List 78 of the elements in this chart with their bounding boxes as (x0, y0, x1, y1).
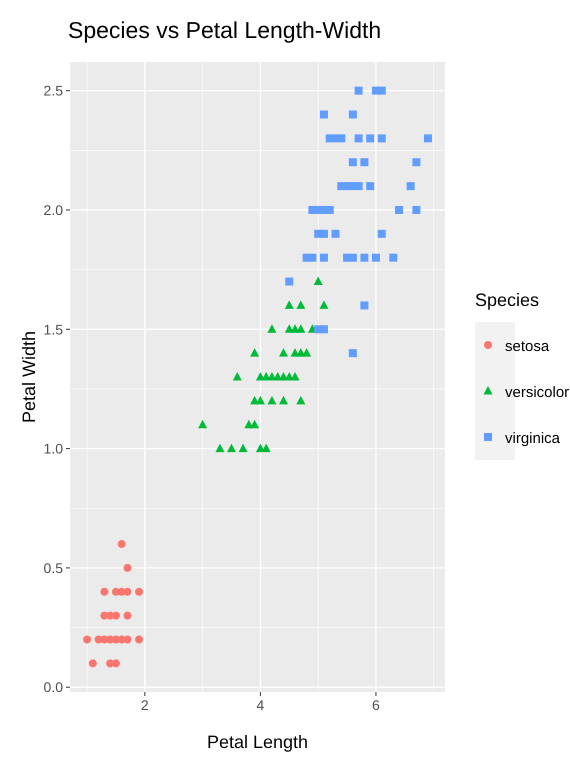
point (337, 134, 346, 142)
point (337, 182, 346, 190)
point (320, 325, 328, 334)
point (378, 230, 386, 238)
point (378, 86, 386, 95)
point (250, 348, 260, 357)
point (302, 254, 311, 262)
point (412, 158, 420, 166)
y-tick-label: 2.5 (44, 82, 64, 99)
x-tick-label: 6 (372, 697, 380, 713)
point (366, 134, 374, 142)
point (424, 134, 432, 142)
y-tick-label: 0.5 (44, 560, 64, 576)
point (320, 110, 328, 118)
point (123, 612, 132, 620)
point (314, 230, 322, 238)
point (232, 372, 242, 380)
point (326, 206, 334, 214)
legend-label: virginica (505, 430, 561, 447)
point (256, 396, 265, 404)
point (348, 110, 357, 118)
point (412, 206, 420, 214)
point (360, 158, 368, 166)
point (406, 182, 415, 190)
point (314, 276, 323, 286)
point (320, 254, 328, 262)
point (238, 444, 248, 452)
point (354, 86, 363, 95)
chart-title: Species vs Petal Length-Width (68, 17, 382, 43)
point (308, 206, 316, 214)
point (389, 254, 398, 262)
point (319, 300, 328, 309)
point (135, 588, 144, 596)
point (372, 254, 380, 262)
point (343, 254, 352, 262)
point (262, 444, 271, 452)
y-tick-label: 1.5 (44, 321, 64, 338)
point (354, 134, 363, 142)
point (88, 659, 97, 668)
point (244, 420, 254, 428)
y-tick-label: 1.0 (44, 440, 64, 457)
point (378, 134, 386, 142)
point (100, 588, 108, 596)
point (332, 230, 340, 238)
point (118, 540, 126, 548)
legend-label: setosa (505, 338, 550, 355)
legend-label: versicolor (505, 384, 570, 401)
point (215, 444, 224, 452)
point (296, 300, 306, 309)
point (285, 278, 294, 286)
point (360, 301, 368, 310)
point (348, 349, 357, 358)
x-axis-title: Petal Length (206, 732, 308, 752)
point (198, 420, 208, 428)
point (348, 158, 357, 166)
y-axis-title: Petal Width (19, 330, 39, 424)
point (290, 348, 300, 357)
point (267, 396, 276, 404)
legend-title: Species (475, 290, 540, 310)
point (267, 324, 276, 333)
point (366, 182, 374, 190)
point (123, 564, 132, 572)
point (326, 134, 334, 142)
point (296, 324, 306, 333)
point (360, 254, 368, 262)
x-tick-label: 2 (140, 697, 149, 713)
point (284, 300, 294, 309)
point (135, 636, 144, 644)
point (227, 444, 236, 452)
point (395, 206, 404, 214)
point (83, 636, 92, 644)
y-tick-label: 0.0 (44, 679, 64, 696)
point (302, 348, 312, 357)
point (279, 348, 288, 357)
point (296, 396, 306, 404)
y-tick-label: 2.0 (44, 202, 64, 218)
point (279, 396, 288, 404)
x-tick-label: 4 (256, 697, 264, 713)
